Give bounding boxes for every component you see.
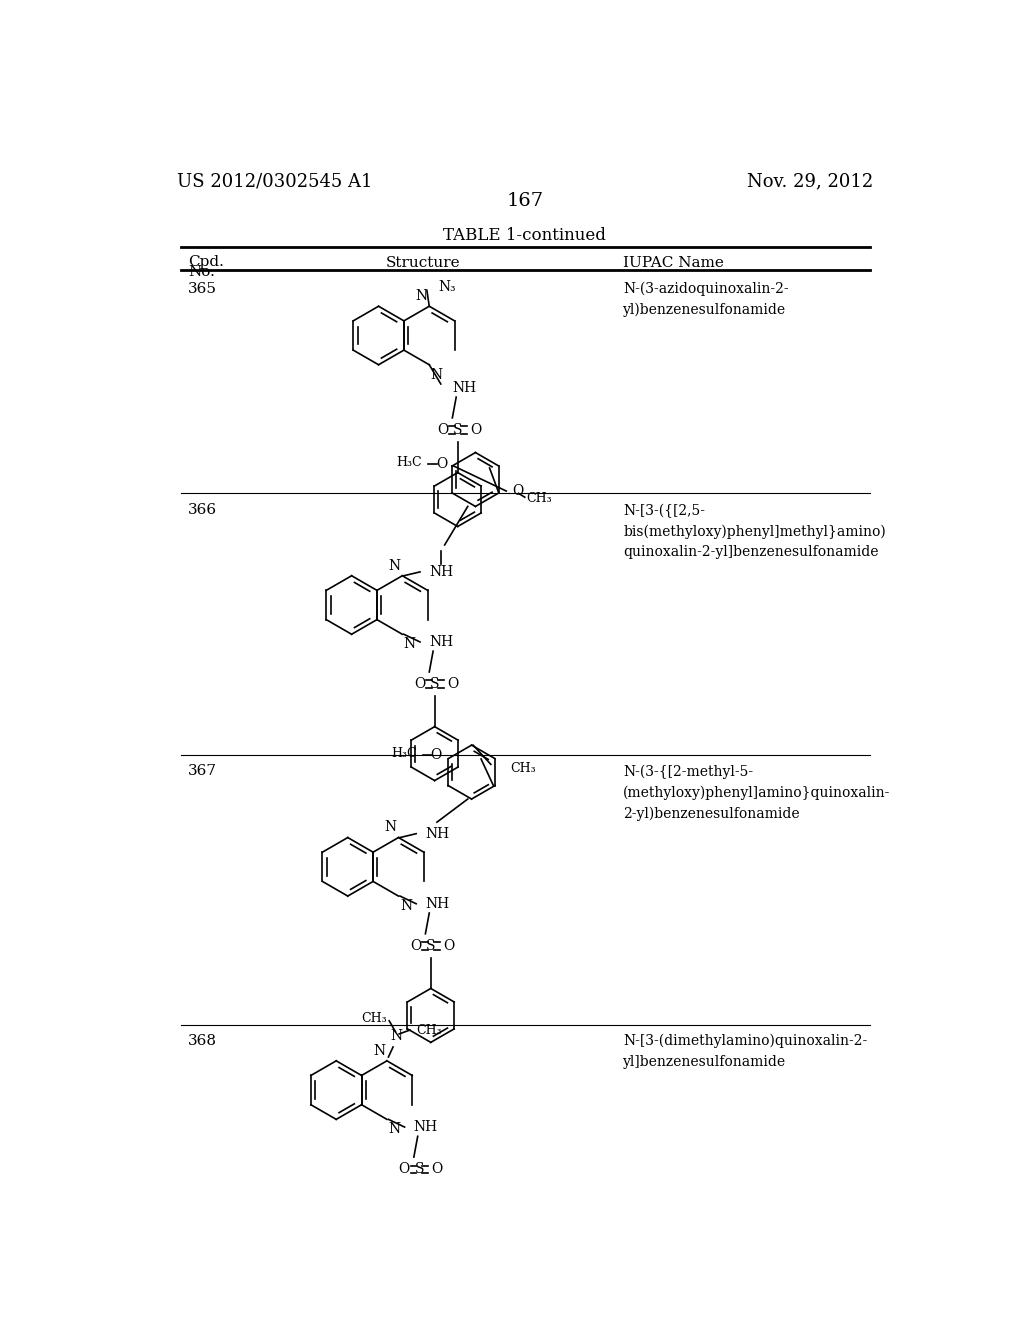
Text: US 2012/0302545 A1: US 2012/0302545 A1 — [177, 173, 373, 190]
Text: 167: 167 — [506, 191, 544, 210]
Text: S: S — [415, 1163, 424, 1176]
Text: O: O — [398, 1163, 410, 1176]
Text: O: O — [436, 457, 447, 471]
Text: Nov. 29, 2012: Nov. 29, 2012 — [746, 173, 872, 190]
Text: N: N — [416, 289, 428, 304]
Text: N: N — [373, 1044, 385, 1057]
Text: 366: 366 — [188, 503, 217, 517]
Text: 367: 367 — [188, 764, 217, 779]
Text: N: N — [391, 1030, 403, 1043]
Text: 365: 365 — [188, 281, 217, 296]
Text: N: N — [400, 899, 412, 913]
Text: O: O — [512, 484, 523, 498]
Text: O: O — [414, 677, 425, 692]
Text: O: O — [437, 424, 449, 437]
Text: N-[3-({[2,5-
bis(methyloxy)phenyl]methyl}amino)
quinoxalin-2-yl]benzenesulfonami: N-[3-({[2,5- bis(methyloxy)phenyl]methyl… — [624, 503, 886, 560]
Text: IUPAC Name: IUPAC Name — [624, 256, 724, 271]
Text: CH₃: CH₃ — [526, 492, 552, 506]
Text: TABLE 1-continued: TABLE 1-continued — [443, 227, 606, 244]
Text: NH: NH — [429, 635, 454, 649]
Text: H₃C: H₃C — [391, 747, 417, 760]
Text: O: O — [470, 424, 481, 437]
Text: O: O — [411, 939, 422, 953]
Text: N: N — [403, 638, 416, 651]
Text: NH: NH — [414, 1121, 438, 1134]
Text: S: S — [430, 677, 439, 692]
Text: O: O — [446, 677, 458, 692]
Text: N: N — [389, 558, 400, 573]
Text: NH: NH — [429, 565, 454, 579]
Text: N₃: N₃ — [438, 280, 456, 294]
Text: N: N — [431, 368, 443, 381]
Text: N-(3-azidoquinoxalin-2-
yl)benzenesulfonamide: N-(3-azidoquinoxalin-2- yl)benzenesulfon… — [624, 281, 788, 317]
Text: CH₃: CH₃ — [510, 762, 536, 775]
Text: O: O — [430, 748, 441, 762]
Text: NH: NH — [425, 826, 450, 841]
Text: O: O — [431, 1163, 442, 1176]
Text: H₃C: H₃C — [396, 455, 422, 469]
Text: NH: NH — [453, 381, 476, 395]
Text: No.: No. — [188, 264, 215, 279]
Text: S: S — [426, 939, 435, 953]
Text: N: N — [385, 821, 397, 834]
Text: CH₃: CH₃ — [416, 1023, 441, 1036]
Text: CH₃: CH₃ — [361, 1012, 387, 1026]
Text: Structure: Structure — [386, 256, 461, 271]
Text: N-(3-{[2-methyl-5-
(methyloxy)phenyl]amino}quinoxalin-
2-yl)benzenesulfonamide: N-(3-{[2-methyl-5- (methyloxy)phenyl]ami… — [624, 764, 891, 821]
Text: N: N — [388, 1122, 400, 1137]
Text: S: S — [453, 424, 463, 437]
Text: N-[3-(dimethylamino)quinoxalin-2-
yl]benzenesulfonamide: N-[3-(dimethylamino)quinoxalin-2- yl]ben… — [624, 1034, 867, 1069]
Text: Cpd.: Cpd. — [188, 255, 224, 269]
Text: O: O — [443, 939, 455, 953]
Text: NH: NH — [425, 896, 450, 911]
Text: 368: 368 — [188, 1034, 217, 1048]
